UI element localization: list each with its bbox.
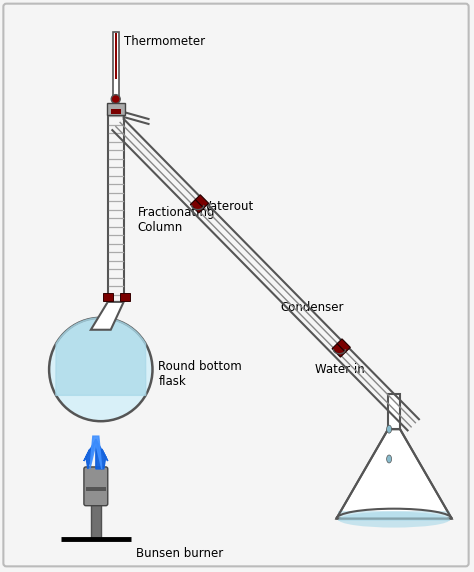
Circle shape (111, 94, 120, 104)
Bar (338, 511, 450, 521)
Bar (86, 487, 106, 491)
Bar (332, 344, 346, 357)
Bar (388, 394, 400, 429)
Bar (115, 34, 117, 79)
Text: Water in: Water in (315, 363, 365, 375)
Bar (120, 293, 129, 301)
Polygon shape (90, 436, 102, 469)
Text: Condenser: Condenser (281, 300, 344, 313)
Ellipse shape (387, 455, 392, 463)
Polygon shape (84, 439, 96, 469)
Ellipse shape (387, 425, 392, 433)
Text: Round bottom
flask: Round bottom flask (158, 360, 242, 388)
Circle shape (49, 318, 153, 421)
Bar (337, 339, 350, 352)
Bar (113, 31, 118, 96)
Text: Thermometer: Thermometer (124, 35, 205, 48)
Bar (191, 200, 204, 213)
Ellipse shape (338, 512, 450, 527)
Bar (103, 293, 113, 301)
Bar (111, 109, 121, 114)
Bar (107, 103, 125, 115)
Bar (195, 194, 209, 208)
Bar (91, 504, 101, 538)
Text: Bunsen burner: Bunsen burner (136, 547, 223, 560)
Text: Fractionating
Column: Fractionating Column (137, 206, 215, 235)
Polygon shape (96, 439, 108, 469)
Polygon shape (337, 429, 452, 519)
Polygon shape (56, 318, 146, 395)
FancyBboxPatch shape (84, 467, 108, 506)
Text: Waterout: Waterout (200, 200, 254, 213)
Polygon shape (91, 302, 124, 329)
